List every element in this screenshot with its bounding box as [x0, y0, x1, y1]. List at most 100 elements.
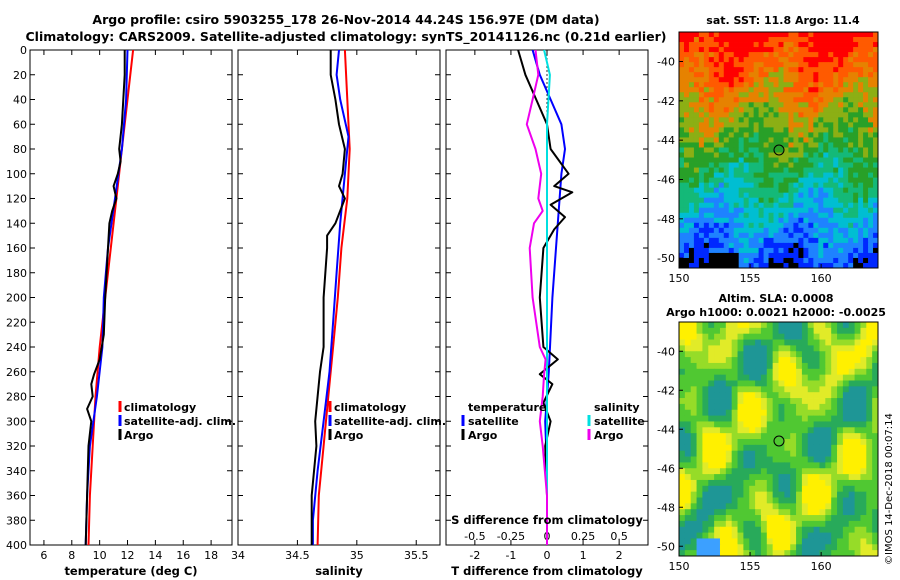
- sla-cell: [872, 474, 879, 481]
- sla-cell: [819, 322, 826, 329]
- sla-cell: [813, 550, 820, 557]
- sla-cell: [778, 380, 785, 387]
- sst-cell: [853, 142, 859, 148]
- sla-cell: [796, 538, 803, 545]
- sst-cell: [718, 137, 725, 143]
- sla-cell: [737, 462, 744, 469]
- sst-cell: [679, 152, 685, 158]
- sst-cell: [733, 132, 740, 138]
- sla-cell: [848, 515, 855, 522]
- sst-cell: [868, 37, 874, 43]
- sla-cell: [719, 491, 727, 498]
- figure-title-line1: Argo profile: csiro 5903255_178 26-Nov-2…: [92, 12, 599, 28]
- sla-cell: [725, 362, 733, 370]
- sla-cell: [708, 526, 715, 533]
- sla-cell: [807, 415, 815, 422]
- sla-cell: [819, 515, 826, 522]
- sla-cell: [866, 462, 873, 469]
- sst-cell: [848, 152, 854, 158]
- legend-label-s-argo: Argo: [594, 429, 624, 442]
- sla-cell: [760, 515, 768, 522]
- sst-cell: [728, 97, 735, 103]
- sst-cell: [748, 107, 755, 113]
- sst-cell: [693, 177, 700, 184]
- sla-cell: [778, 345, 785, 352]
- sla-cell: [737, 538, 744, 545]
- sst-cell: [778, 92, 784, 98]
- sst-cell: [733, 172, 740, 179]
- sst-cell: [688, 262, 695, 269]
- sst-cell: [733, 152, 740, 158]
- sst-cell: [808, 42, 814, 48]
- sla-cell: [796, 421, 803, 428]
- sla-cell: [825, 456, 832, 463]
- sst-cell: [763, 52, 769, 58]
- sst-cell: [748, 197, 755, 204]
- sst-cell: [868, 112, 874, 118]
- sst-cell: [828, 32, 834, 38]
- sst-cell: [753, 192, 760, 199]
- sst-cell: [708, 67, 715, 73]
- sst-cell: [758, 42, 764, 48]
- sst-cell: [848, 207, 854, 214]
- sst-cell: [873, 32, 879, 38]
- sla-cell: [690, 339, 697, 346]
- t-difference-xlabel: T difference from climatology: [451, 564, 643, 578]
- sst-cell: [793, 157, 799, 163]
- sst-cell: [753, 242, 760, 249]
- sla-cell: [731, 345, 738, 352]
- sla-cell: [696, 544, 703, 551]
- sst-cell: [758, 52, 764, 58]
- sla-cell: [831, 403, 838, 411]
- sst-cell: [733, 157, 740, 163]
- sla-cell: [778, 462, 785, 469]
- sla-cell: [743, 398, 750, 405]
- sst-cell: [679, 187, 685, 194]
- sst-cell: [803, 167, 809, 173]
- sst-cell: [853, 87, 859, 93]
- sla-cell: [766, 515, 774, 522]
- sst-cell: [703, 237, 710, 244]
- sla-cell: [772, 362, 779, 370]
- sst-cell: [798, 157, 804, 163]
- sst-cell: [778, 192, 784, 199]
- sla-cell: [731, 386, 738, 393]
- sst-cell: [853, 227, 859, 234]
- lat-tick-label: -50: [657, 252, 675, 265]
- sst-cell: [743, 77, 750, 83]
- sst-cell: [728, 72, 735, 78]
- sla-cell: [760, 427, 768, 434]
- sst-cell: [703, 202, 710, 209]
- sst-cell: [833, 197, 839, 204]
- sla-cell: [755, 474, 762, 481]
- sla-cell: [848, 503, 855, 510]
- sst-cell: [679, 232, 685, 239]
- sst-cell: [718, 32, 725, 38]
- sla-cell: [679, 339, 686, 346]
- sla-cell: [854, 509, 861, 516]
- sst-cell: [728, 62, 735, 68]
- sla-cell: [813, 515, 820, 522]
- sst-cell: [703, 262, 710, 269]
- sst-cell: [679, 167, 685, 173]
- sst-cell: [823, 77, 829, 83]
- sla-map-frame: [678, 321, 879, 557]
- sst-cell: [863, 67, 869, 73]
- sst-cell: [833, 257, 839, 264]
- sla-cell: [766, 544, 774, 551]
- sla-cell: [708, 339, 715, 346]
- sla-cell: [772, 544, 779, 551]
- sst-cell: [728, 217, 735, 224]
- sla-cell: [784, 333, 791, 340]
- sla-cell: [825, 503, 832, 510]
- sla-cell: [696, 468, 703, 475]
- sst-cell: [803, 242, 809, 249]
- sla-cell: [731, 479, 738, 487]
- sla-cell: [679, 474, 686, 481]
- sst-cell: [818, 147, 824, 153]
- sst-cell: [708, 152, 715, 158]
- sla-cell: [696, 532, 703, 539]
- sst-cell: [788, 57, 794, 63]
- sst-cell: [688, 172, 695, 179]
- sla-cell: [766, 497, 774, 504]
